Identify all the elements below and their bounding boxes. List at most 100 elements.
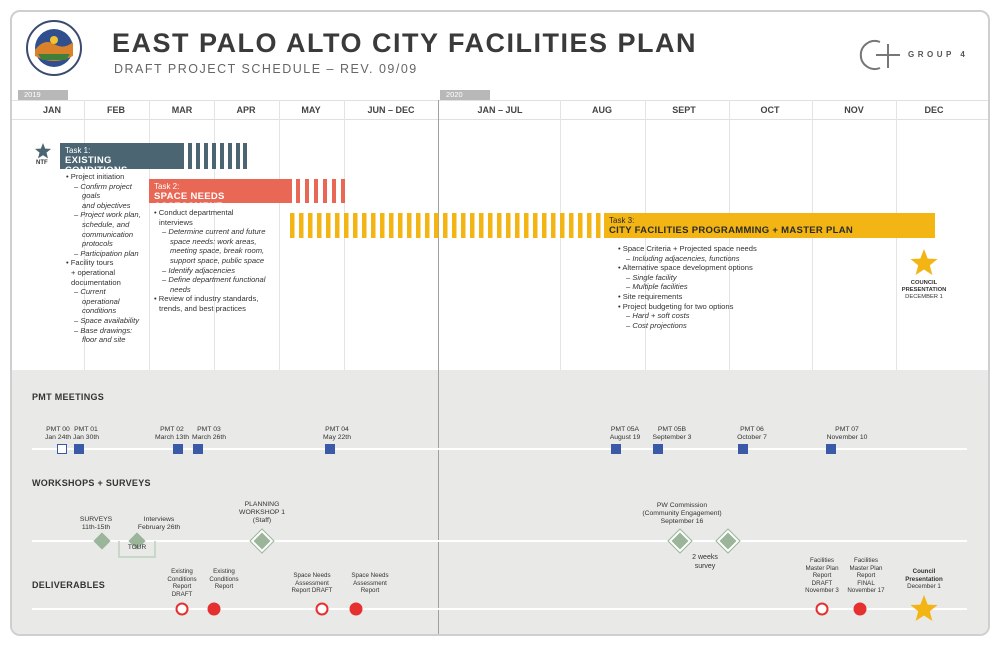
section-pmt-meetings: PMT MEETINGS [32,392,105,402]
note-line: schedule, and [82,219,130,229]
note-line: – Confirm project [74,181,132,191]
deliverable-5-marker [815,602,829,616]
pmt-00-marker [57,444,67,454]
month-aug: AUG [592,105,612,115]
deliverables-timeline [32,608,967,610]
deliverable-4-marker [349,602,363,616]
group4-logo-icon [859,40,900,70]
month-jun-dec: JUN – DEC [367,105,415,115]
grid-line [279,100,280,370]
note-line: floor and site [82,335,126,345]
note-line: needs [170,284,191,294]
pmt-01-marker [74,444,84,454]
note-line: – Cost projections [626,320,687,330]
pmt-03-marker [193,444,203,454]
schedule-frame: EAST PALO ALTO CITY FACILITIES PLAN DRAF… [10,10,990,636]
year-2019: 2019 [18,90,68,100]
note-line: communication [82,229,134,239]
note-line: – Single facility [626,272,677,282]
ntf-label: NTF [36,160,48,166]
task1-extension [180,143,247,169]
task2-bar: Task 2: SPACE NEEDS ASSESSMENT [149,179,292,212]
deliverable-2-label: Existing Conditions Report [209,568,239,590]
note-line: – Base drawings: [74,325,133,335]
section-workshops: WORKSHOPS + SURVEYS [32,478,151,488]
task1-number: Task 1: [65,146,91,155]
note-line: – Determine current and future [162,227,266,237]
note-line: interviews [159,217,193,227]
note-line: protocols [82,239,113,249]
note-line: – Participation plan [74,248,139,258]
page-subtitle: DRAFT PROJECT SCHEDULE – REV. 09/09 [114,62,418,76]
pmt-05b-label: PMT 05B September 3 [652,426,692,441]
month-mar: MAR [171,105,193,115]
task3-name: CITY FACILITIES PROGRAMMING + MASTER PLA… [609,225,854,236]
note-line: meeting space, break room, [170,246,265,256]
deliverable-4-label: Space Needs Assessment Report [351,572,389,594]
grid-line [214,100,215,370]
council-date: DECEMBER 1 [905,294,943,300]
deliverable-6-marker [853,602,867,616]
workshop-timeline [32,540,967,542]
deliverable-1-label: Existing Conditions Report DRAFT [167,568,197,598]
task1-bar: Task 1: EXISTING CONDITIONS [60,143,180,176]
pmt-05a-label: PMT 05A August 19 [609,426,641,441]
task1-name: EXISTING CONDITIONS [65,155,128,176]
note-line: • Facility tours [66,258,114,268]
ntf-star-icon [35,143,51,159]
pmt-07-label: PMT 07 November 10 [826,426,868,441]
surveys-label: SURVEYS 11th-15th [79,516,113,531]
month-apr: APR [236,105,256,115]
note-line: space needs: work areas, [170,236,257,246]
deliverable-1-marker [175,602,189,616]
task2-name: SPACE NEEDS ASSESSMENT [154,191,225,212]
month-nov: NOV [844,105,864,115]
task2-extension [296,179,345,203]
note-line: conditions [82,306,117,316]
note-line: + operational [71,267,116,277]
pmt-05a-marker [611,444,621,454]
deliverable-7-label: Council Presentation December 1 [905,568,943,590]
note-line: • Space Criteria + Projected space needs [618,244,757,253]
note-line: – Define department functional [162,275,266,285]
pmt-02-marker [173,444,183,454]
month-may: MAY [301,105,321,115]
note-line: and objectives [82,200,131,210]
task3-lead-in [290,213,604,238]
council-line2: PRESENTATION [901,287,947,293]
interviews-label: Interviews February 26th [137,516,181,531]
pmt-00-label: PMT 00 Jan 24th [44,426,72,441]
note-line: – Identify adjacencies [162,265,236,275]
note-line: operational [82,296,120,306]
month-dec: DEC [924,105,944,115]
note-line: – Current [74,287,106,297]
pmt-05b-marker [653,444,663,454]
section-deliverables: DELIVERABLES [32,580,106,590]
note-line: support space, public space [170,255,265,265]
task2-notes: • Conduct departmental interviews – Dete… [154,208,294,314]
task2-number: Task 2: [154,182,180,191]
year-divider [438,100,439,634]
pmt-01-label: PMT 01 Jan 30th [72,426,100,441]
note-line: trends, and best practices [159,303,246,313]
note-line: • Project initiation [66,172,125,181]
note-line: • Alternative space development options [618,263,753,273]
pmt-06-marker [738,444,748,454]
pw-commission-label: PW Commission (Community Engagement) Septe… [642,502,722,525]
month-feb: FEB [107,105,125,115]
group4-brand: GROUP 4 [908,50,969,59]
note-line: • Review of industry standards, [154,294,259,304]
note-line: – Multiple facilities [626,282,688,292]
month-sept: SEPT [672,105,696,115]
note-line: • Conduct departmental [154,208,234,217]
milestones-panel [12,370,988,634]
task3-notes: • Space Criteria + Projected space needs… [618,244,818,330]
month-header: JAN FEB MAR APR MAY JUN – DEC JAN – JUL … [12,100,988,120]
council-presentation-label: COUNCIL PRESENTATION DECEMBER 1 [902,280,947,301]
month-jan-jul: JAN – JUL [477,105,523,115]
note-line: • Project budgeting for two options [618,301,734,311]
deliverable-5-label: Facilities Master Plan Report DRAFT November… [805,557,839,594]
pmt-03-label: PMT 03 March 26th [191,426,227,441]
note-line: – Hard + soft costs [626,311,690,321]
note-line: – Project work plan, [74,210,141,220]
